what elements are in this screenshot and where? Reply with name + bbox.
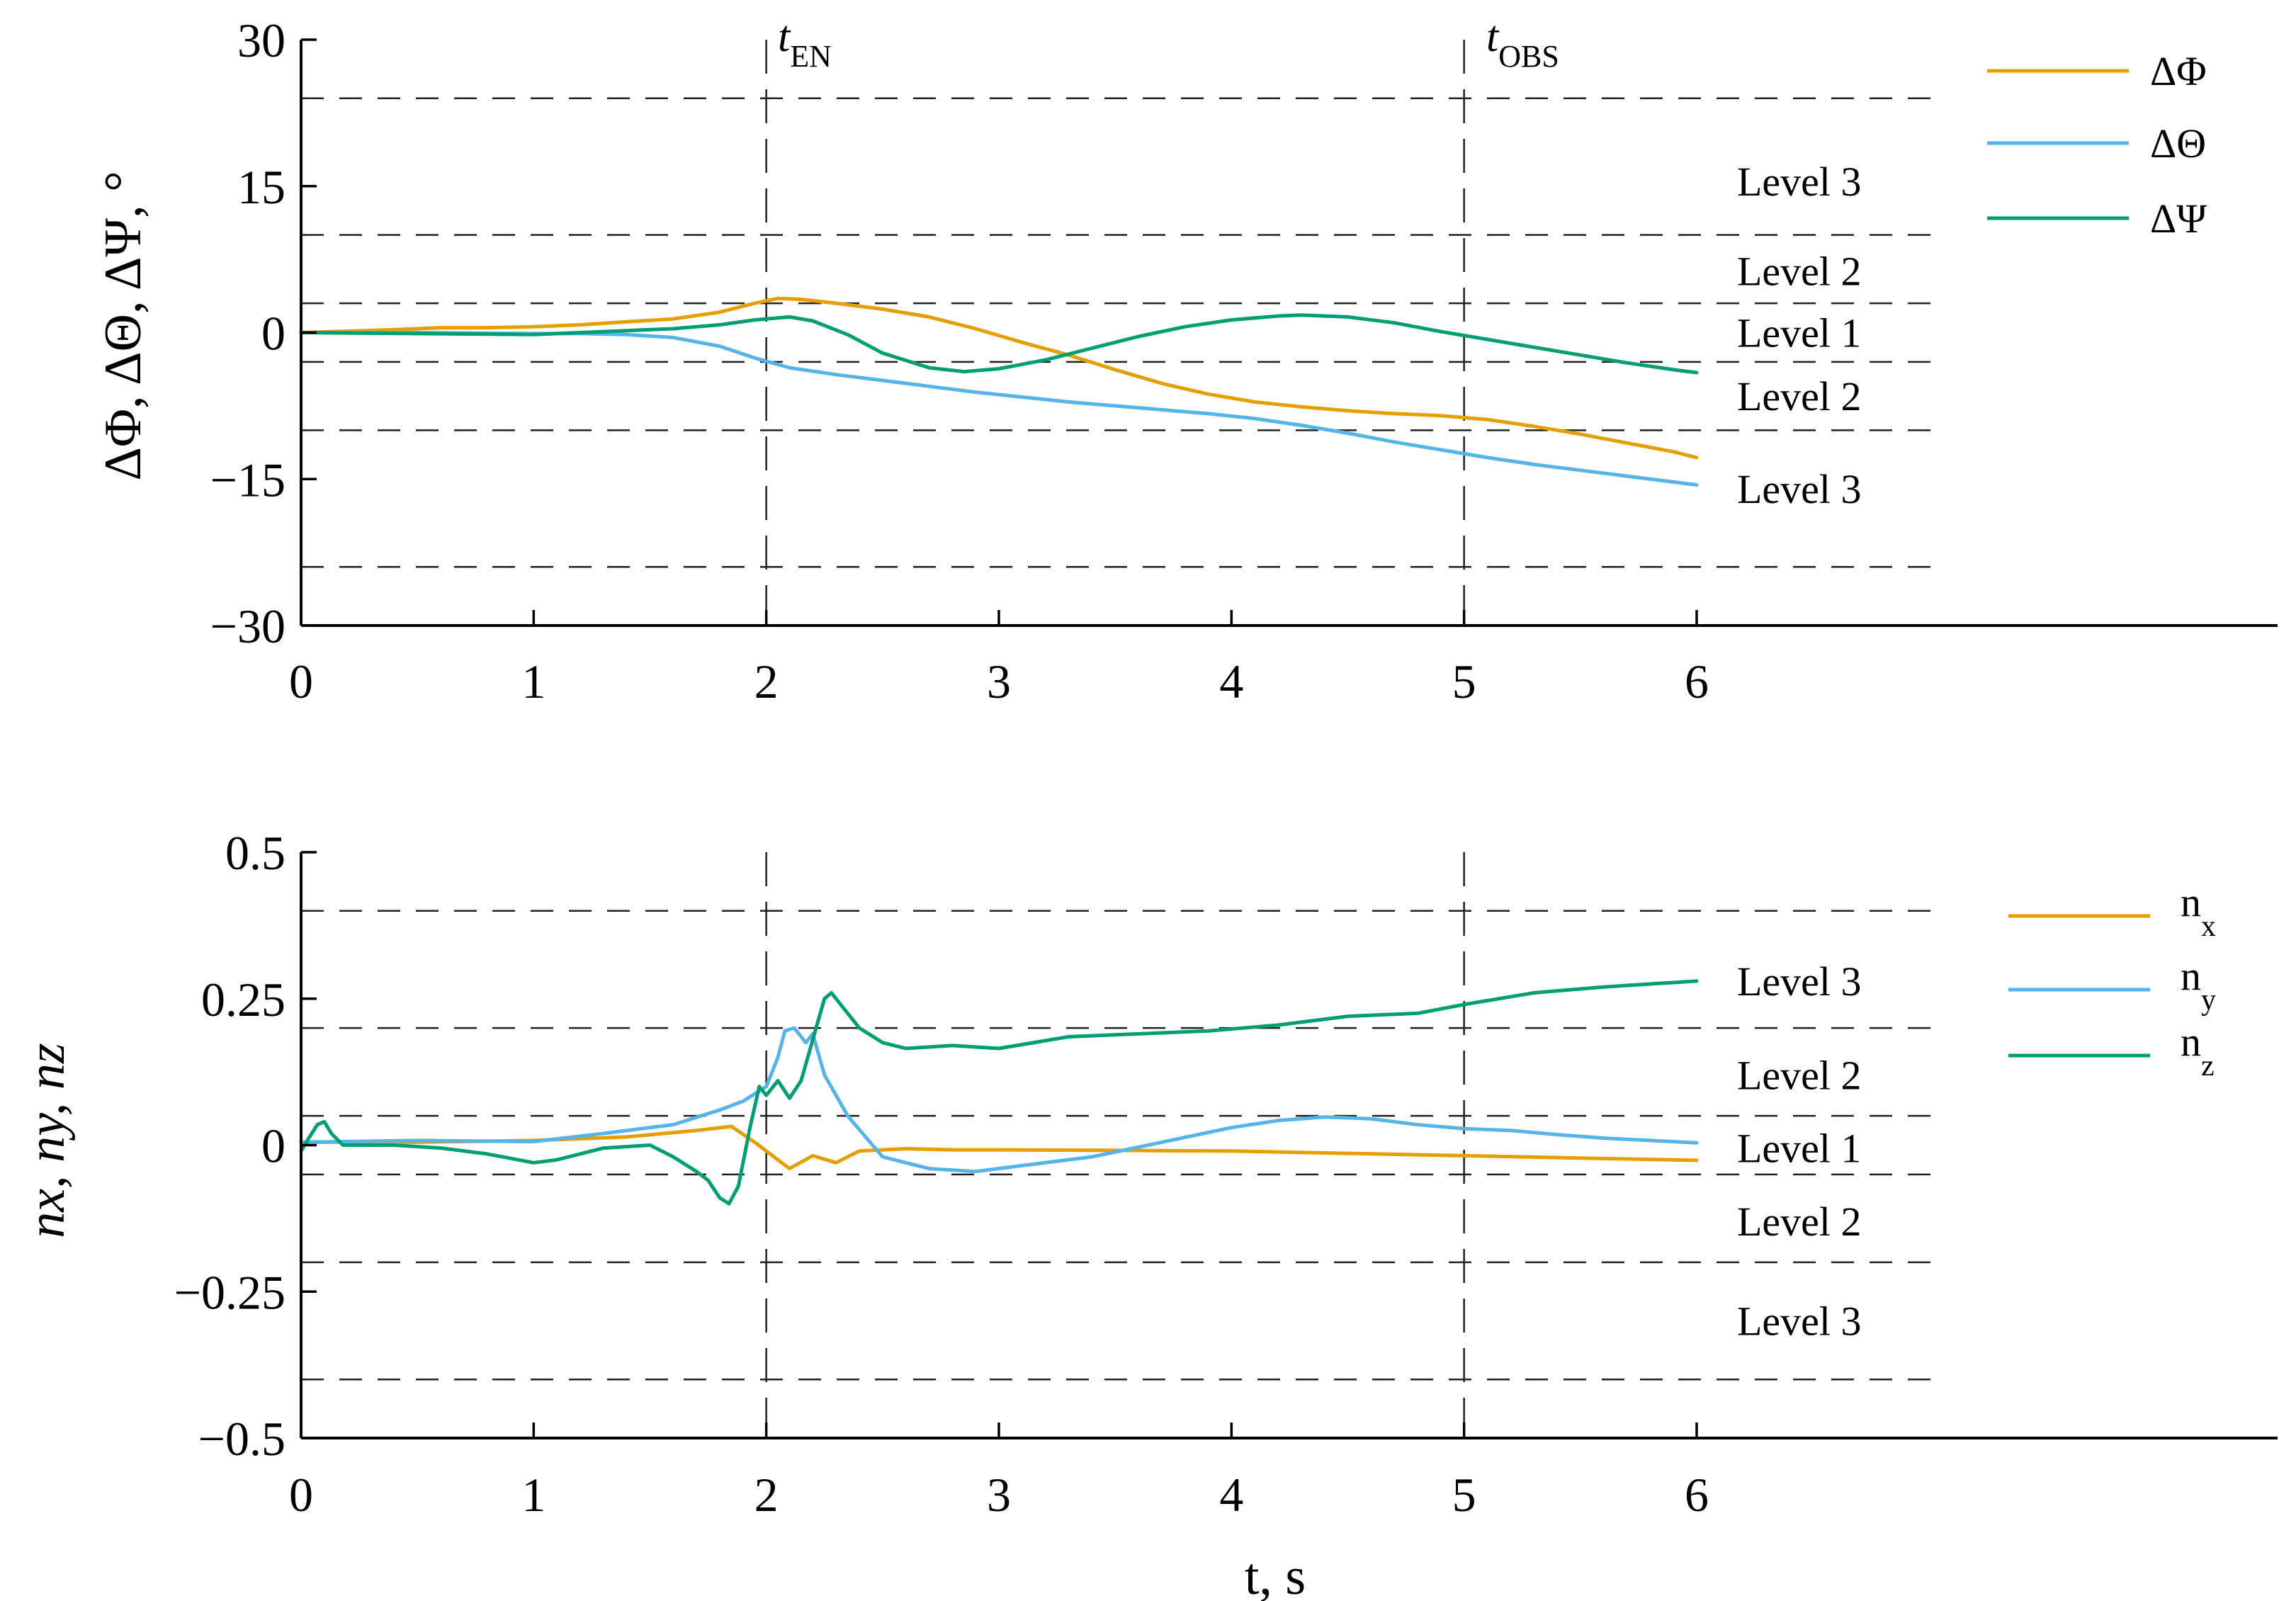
load-factor-x-tick-label: 4 (1219, 1468, 1243, 1522)
event-marker-en-t: t (778, 13, 791, 61)
load-factor-x-tick-label: 6 (1685, 1468, 1709, 1522)
attitude-y-tick-label: 0 (261, 307, 285, 361)
load-factor-y-ticks: 0.5 0.25 0 −0.25 −0.5 (174, 826, 317, 1466)
attitude-y-tick-label: 15 (237, 160, 285, 214)
load-factor-y-tick-label: 0.5 (225, 826, 285, 880)
attitude-x-tick-label: 5 (1452, 655, 1476, 708)
attitude-y-tick-label: 30 (237, 13, 285, 67)
load-factor-region-label: Level 1 (1737, 1126, 1862, 1172)
load-factor-series (299, 979, 1699, 1206)
attitude-region-labels: Level 3 Level 2 Level 1 Level 2 Level 3 (1737, 159, 1862, 512)
attitude-series-line (299, 331, 1699, 487)
load-factor-legend: nx ny nz (2008, 879, 2216, 1082)
attitude-y-tick-label: −30 (210, 599, 285, 653)
load-factor-region-label: Level 2 (1737, 1052, 1862, 1098)
attitude-x-tick-label: 2 (754, 655, 779, 708)
attitude-x-tick-label: 6 (1685, 655, 1709, 708)
legend-item-nz: nz (2008, 1019, 2215, 1082)
legend-label-nz-sub: z (2201, 1050, 2215, 1082)
event-marker-obs-t: t (1486, 13, 1500, 61)
attitude-region-label: Level 3 (1737, 466, 1862, 512)
load-factor-x-tick-label: 3 (987, 1468, 1011, 1522)
attitude-x-tick-label: 0 (289, 655, 313, 708)
legend-item-nx: nx (2008, 879, 2216, 943)
load-factor-y-tick-label: 0 (261, 1119, 285, 1173)
load-factor-y-tick-label: −0.25 (174, 1265, 285, 1319)
attitude-y-tick-label: −15 (210, 453, 285, 507)
event-marker-en-sub: EN (790, 39, 832, 74)
attitude-x-tick-label: 4 (1219, 655, 1243, 708)
load-factor-x-tick-label: 2 (754, 1468, 779, 1522)
attitude-event-lines (765, 40, 1465, 626)
load-factor-region-labels: Level 3 Level 2 Level 1 Level 2 Level 3 (1737, 958, 1862, 1345)
load-factor-series-line (299, 1124, 1699, 1171)
attitude-series (299, 296, 1699, 487)
legend-label-nz: nz (2181, 1019, 2215, 1082)
legend-label-nx-base: n (2181, 879, 2201, 925)
attitude-x-tick-label: 1 (521, 655, 545, 708)
attitude-region-label: Level 1 (1737, 310, 1862, 356)
x-axis-title: t, s (1245, 1548, 1306, 1601)
load-factor-y-tick-label: −0.5 (198, 1412, 285, 1466)
legend-item-ny: ny (2008, 953, 2216, 1017)
attitude-x-ticks: 0 1 2 3 4 5 6 (289, 610, 1709, 708)
attitude-series-line (299, 313, 1699, 375)
load-factor-x-tick-label: 5 (1452, 1468, 1476, 1522)
load-factor-level-lines (301, 910, 1930, 1381)
load-factor-x-ticks: 0 1 2 3 4 5 6 (289, 1422, 1709, 1522)
legend-label-dphi: ΔΦ (2150, 48, 2207, 94)
load-factor-panel: 0.5 0.25 0 −0.25 −0.5 0 1 2 3 4 5 6 Level 3 Level 2… (18, 826, 2278, 1601)
legend-item-dpsi: ΔΨ (1987, 196, 2207, 242)
load-factor-series-line (299, 1026, 1699, 1174)
event-marker-en: tEN (778, 13, 832, 74)
attitude-y-axis-title: ΔΦ, ΔΘ, ΔΨ, ° (94, 171, 152, 480)
legend-label-dtheta: ΔΘ (2150, 120, 2206, 166)
attitude-y-ticks: 30 15 0 −15 −30 (210, 13, 317, 653)
attitude-legend: ΔΦ ΔΘ ΔΨ (1987, 48, 2207, 242)
legend-label-ny-sub: y (2201, 984, 2216, 1017)
load-factor-y-tick-label: 0.25 (201, 973, 285, 1026)
attitude-region-label: Level 3 (1737, 159, 1862, 205)
legend-label-nz-base: n (2181, 1019, 2201, 1065)
attitude-level-lines (301, 97, 1930, 568)
load-factor-region-label: Level 2 (1737, 1199, 1862, 1245)
attitude-region-label: Level 2 (1737, 373, 1862, 419)
load-factor-y-axis-title: nx, ny, nz (18, 1043, 76, 1238)
attitude-series-line (299, 296, 1699, 460)
load-factor-region-label: Level 3 (1737, 1299, 1862, 1345)
load-factor-series-line (299, 979, 1699, 1206)
legend-label-dpsi: ΔΨ (2150, 196, 2207, 242)
legend-label-nx-sub: x (2201, 910, 2216, 943)
attitude-x-tick-label: 3 (987, 655, 1011, 708)
legend-item-dtheta: ΔΘ (1987, 120, 2206, 166)
event-marker-obs-sub: OBS (1498, 39, 1559, 74)
attitude-region-label: Level 2 (1737, 249, 1862, 295)
load-factor-x-tick-label: 0 (289, 1468, 313, 1522)
event-marker-obs: tOBS (1486, 13, 1559, 74)
legend-label-nx: nx (2181, 879, 2216, 943)
legend-label-ny: ny (2181, 953, 2216, 1017)
load-factor-region-label: Level 3 (1737, 958, 1862, 1005)
legend-item-dphi: ΔΦ (1987, 48, 2207, 94)
load-factor-x-tick-label: 1 (521, 1468, 545, 1522)
legend-label-ny-base: n (2181, 953, 2201, 999)
